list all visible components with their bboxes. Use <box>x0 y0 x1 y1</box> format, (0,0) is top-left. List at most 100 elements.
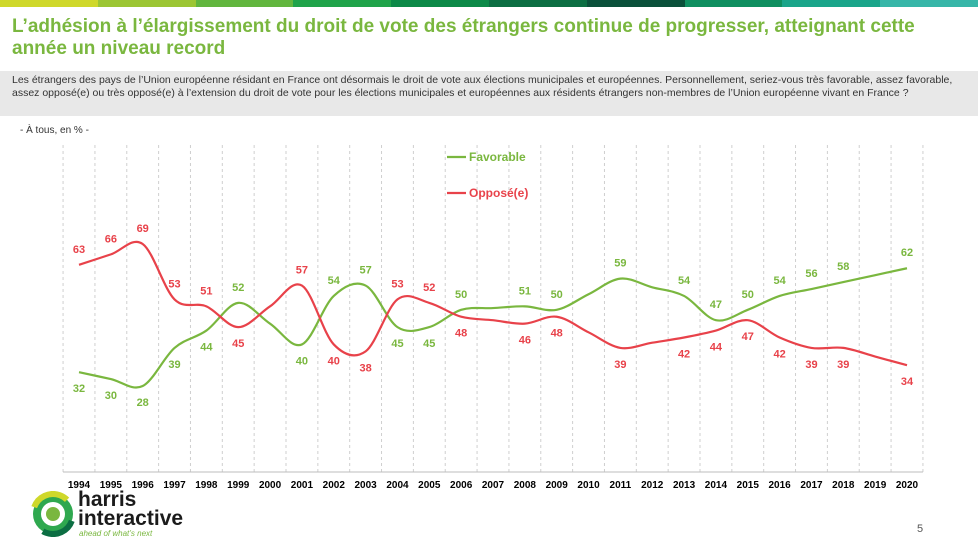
data-label: 51 <box>519 285 531 297</box>
legend-label: Favorable <box>469 150 526 164</box>
data-label: 45 <box>232 338 244 350</box>
data-label: 45 <box>391 338 403 350</box>
data-label: 51 <box>200 285 212 297</box>
logo-word-interactive: interactive <box>78 507 184 530</box>
chart-lines <box>78 240 908 389</box>
x-tick-label: 2010 <box>577 480 600 491</box>
data-label: 38 <box>359 362 371 374</box>
question-text: Les étrangers des pays de l’Union europé… <box>0 71 978 116</box>
x-tick-label: 2012 <box>641 480 664 491</box>
x-tick-label: 1999 <box>227 480 250 491</box>
x-tick-label: 2011 <box>610 480 632 491</box>
x-tick-label: 1996 <box>132 480 155 491</box>
data-label: 32 <box>73 383 85 395</box>
data-label: 57 <box>296 265 308 277</box>
x-tick-label: 2008 <box>514 480 537 491</box>
harris-interactive-logo: harris interactive ahead of what’s next <box>30 488 230 540</box>
data-label: 47 <box>710 299 722 311</box>
chart-data-labels: 32 30 28 39 44 52 40 54 57 45 45 50 51 50 59 54 47 50 54 56… <box>73 223 914 409</box>
x-tick-label: 1994 <box>68 480 91 491</box>
page-title: L’adhésion à l’élargissement du droit de… <box>12 16 915 59</box>
data-label: 39 <box>837 359 849 371</box>
logo-wordmark: harris interactive <box>78 488 184 530</box>
data-label: 52 <box>423 282 435 294</box>
data-label: 44 <box>710 342 723 354</box>
data-label: 40 <box>296 355 308 367</box>
data-label: 63 <box>73 244 85 256</box>
data-label: 50 <box>742 289 754 301</box>
top-bar-segment <box>391 0 489 7</box>
series-line-oppose <box>78 240 908 367</box>
data-label: 44 <box>200 342 213 354</box>
x-tick-label: 2015 <box>737 480 760 491</box>
top-bar-segment <box>195 0 294 7</box>
legend-label: Opposé(e) <box>469 186 528 200</box>
x-tick-label: 2001 <box>291 480 314 491</box>
data-label: 42 <box>678 349 690 361</box>
data-label: 66 <box>105 233 117 245</box>
data-label: 53 <box>391 278 403 290</box>
x-tick-label: 2014 <box>705 480 728 491</box>
top-bar-segment <box>488 0 587 7</box>
x-tick-label: 1995 <box>100 480 123 491</box>
logo-tagline: ahead of what’s next <box>79 529 153 538</box>
data-label: 56 <box>805 268 817 280</box>
data-label: 42 <box>773 349 785 361</box>
data-label: 69 <box>137 223 149 235</box>
data-label: 59 <box>614 258 626 270</box>
x-tick-label: 2009 <box>546 480 569 491</box>
x-tick-label: 2004 <box>386 480 409 491</box>
logo-mark-icon <box>30 491 76 537</box>
data-label: 30 <box>105 390 117 402</box>
x-tick-label: 2003 <box>354 480 377 491</box>
x-tick-label: 2019 <box>864 480 887 491</box>
x-tick-label: 2013 <box>673 480 696 491</box>
data-label: 39 <box>614 359 626 371</box>
x-tick-label: 2006 <box>450 480 473 491</box>
top-bar-segment <box>293 0 392 7</box>
data-label: 48 <box>551 328 563 340</box>
x-tick-label: 2016 <box>768 480 791 491</box>
base-note: - À tous, en % - <box>20 125 89 136</box>
data-label: 54 <box>678 275 691 287</box>
data-label: 34 <box>901 376 914 388</box>
x-tick-label: 2005 <box>418 480 441 491</box>
x-tick-label: 2017 <box>800 480 823 491</box>
top-bar-segment <box>586 0 685 7</box>
data-label: 54 <box>328 275 341 287</box>
top-color-bar <box>0 0 978 7</box>
data-label: 54 <box>773 275 786 287</box>
data-label: 48 <box>455 328 467 340</box>
top-bar-segment <box>782 0 881 7</box>
x-tick-label: 2002 <box>323 480 346 491</box>
data-label: 28 <box>137 397 149 409</box>
series-line-favorable <box>78 267 908 389</box>
data-label: 50 <box>455 289 467 301</box>
data-label: 40 <box>328 355 340 367</box>
top-bar-segment <box>97 0 196 7</box>
data-label: 39 <box>168 359 180 371</box>
x-tick-label: 2000 <box>259 480 282 491</box>
data-label: 47 <box>742 331 754 343</box>
data-label: 45 <box>423 338 435 350</box>
data-label: 39 <box>805 359 817 371</box>
data-label: 53 <box>168 278 180 290</box>
top-bar-segment <box>684 0 783 7</box>
top-bar-segment <box>880 0 978 7</box>
data-label: 46 <box>519 335 531 347</box>
data-label: 57 <box>359 265 371 277</box>
data-label: 58 <box>837 261 849 273</box>
chart-legend: Favorable Opposé(e) <box>447 150 528 200</box>
data-label: 52 <box>232 282 244 294</box>
x-tick-label: 2020 <box>896 480 919 491</box>
logo-word-harris: harris <box>78 488 137 511</box>
x-tick-label: 1997 <box>163 480 186 491</box>
x-tick-label: 1998 <box>195 480 218 491</box>
data-label: 50 <box>551 289 563 301</box>
x-axis-ticks: 1994 1995 1996 1997 1998 1999 2000 2001 2002 2003… <box>68 480 919 491</box>
page-number: 5 <box>917 523 924 535</box>
top-bar-segment <box>0 0 98 7</box>
data-label: 62 <box>901 247 913 259</box>
x-tick-label: 2007 <box>482 480 505 491</box>
